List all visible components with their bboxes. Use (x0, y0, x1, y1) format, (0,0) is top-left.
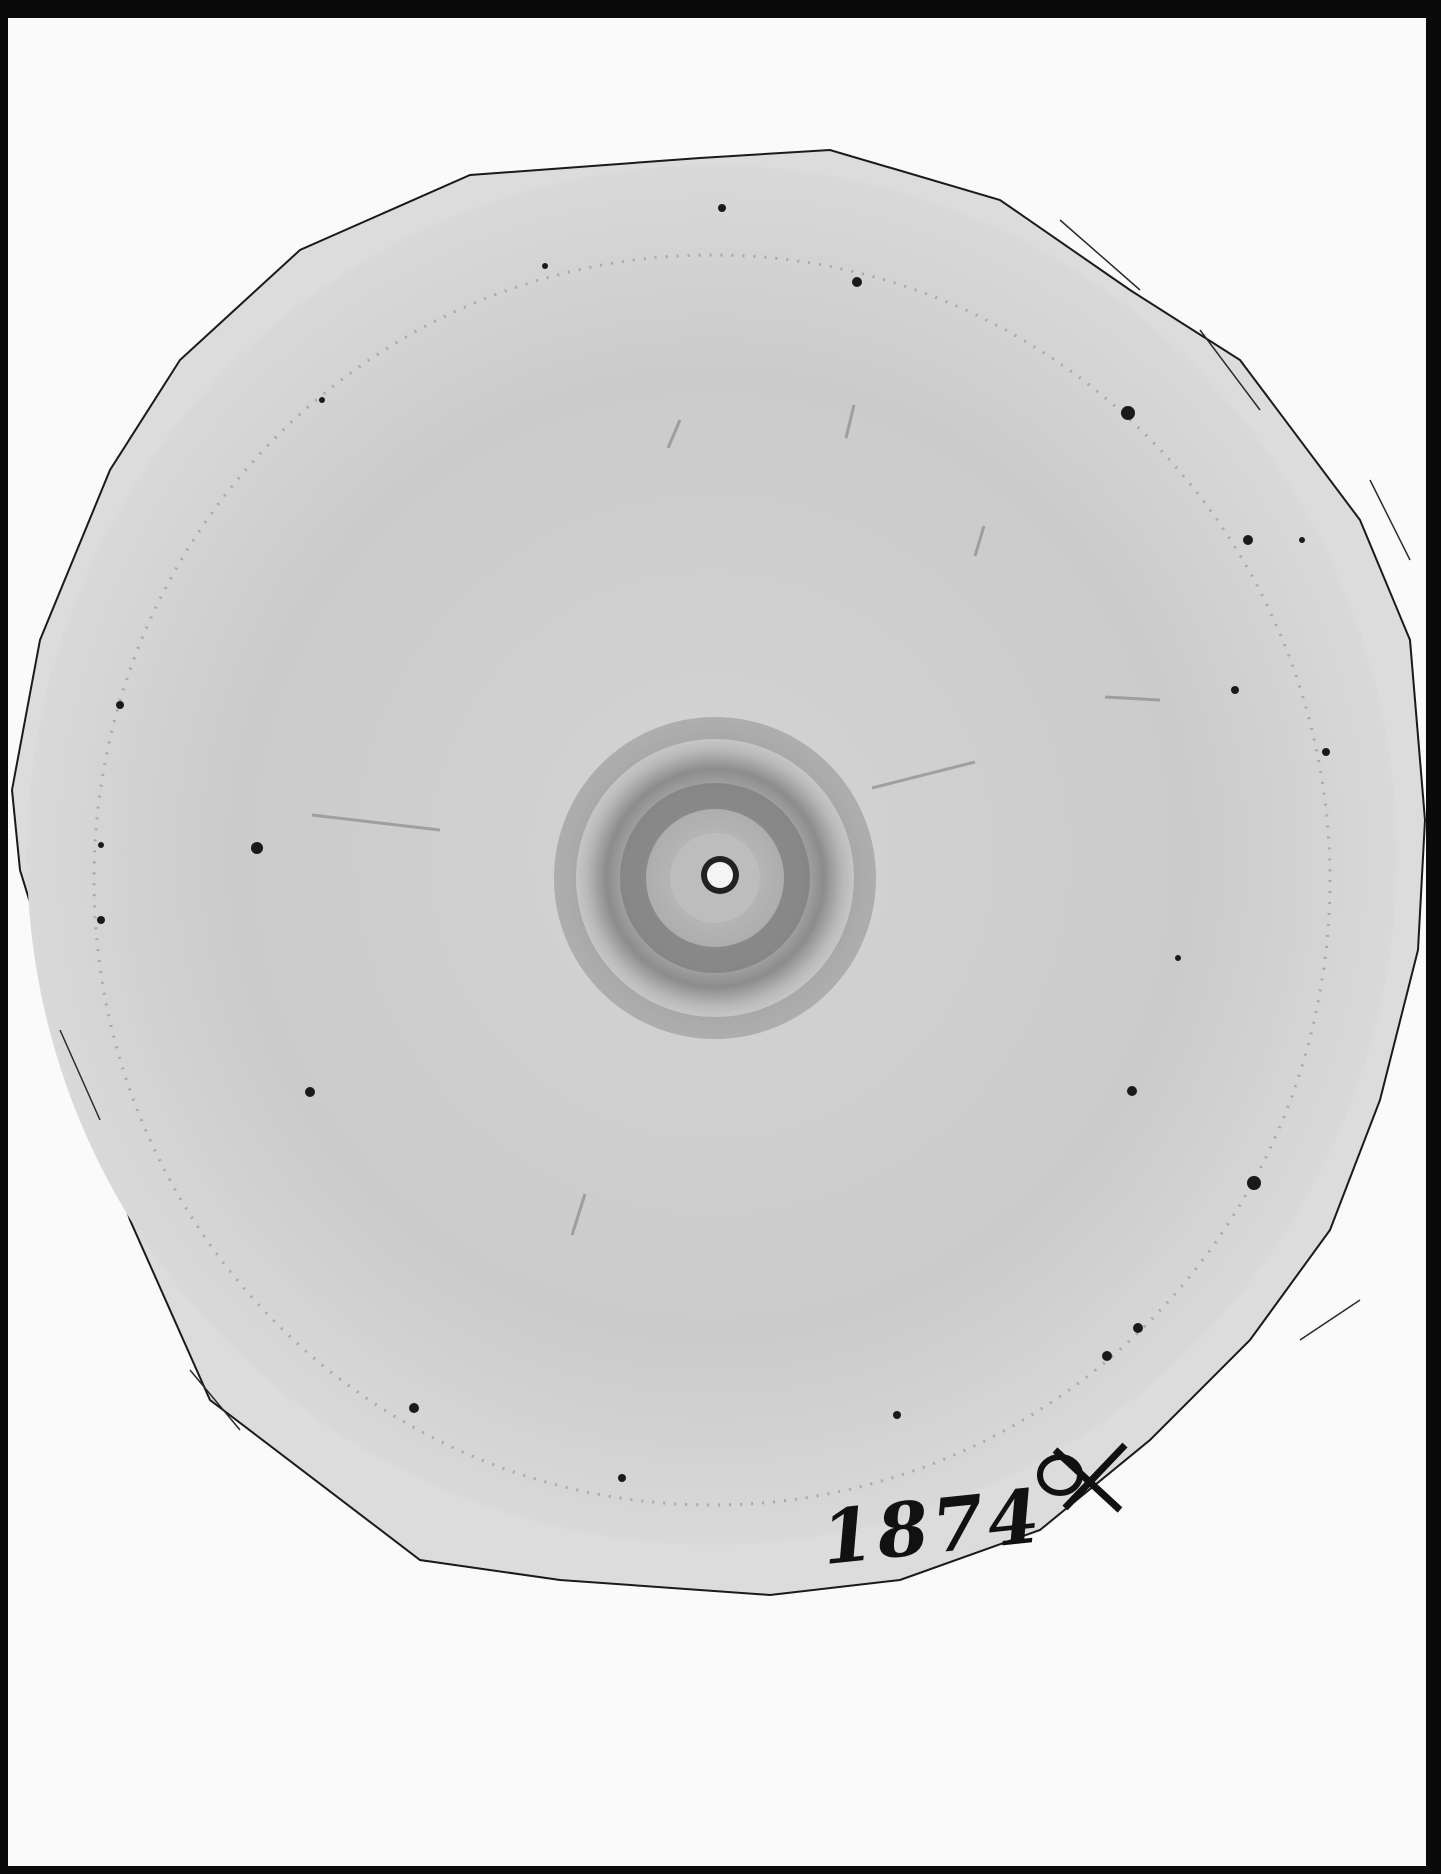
film-edge-scratches (59, 219, 1411, 1431)
plate-monogram-mark (1037, 1442, 1128, 1513)
halo-ring-inner (620, 783, 810, 973)
halo-ring-outer (554, 717, 876, 1039)
beam-stop-hole (707, 862, 733, 888)
radial-streaks (311, 404, 1161, 1236)
plate-number-label: 1874 (817, 1473, 1048, 1582)
diffraction-spots (97, 204, 1330, 1482)
outer-diffraction-ring (92, 253, 1332, 1507)
